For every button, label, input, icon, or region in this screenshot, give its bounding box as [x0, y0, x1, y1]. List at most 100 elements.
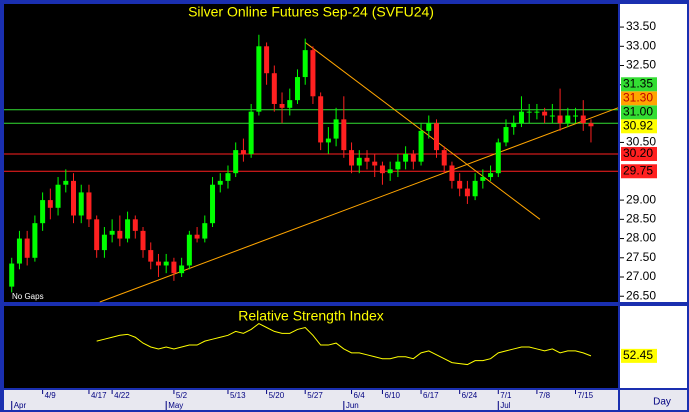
- candle-body: [233, 150, 239, 174]
- candle-body: [503, 127, 509, 143]
- candle-body: [210, 184, 216, 224]
- candle-body: [325, 138, 331, 143]
- candle-body: [287, 100, 293, 108]
- x-tick-label: 7/8: [539, 391, 551, 400]
- x-tick-label: 4/22: [114, 391, 130, 400]
- candle-body: [47, 200, 53, 208]
- candle-body: [101, 234, 107, 251]
- candle-body: [387, 169, 393, 174]
- candle-body: [117, 230, 123, 239]
- candle-body: [434, 123, 440, 151]
- x-tick-label: 5/2: [176, 391, 188, 400]
- candle-body: [125, 219, 131, 239]
- x-tick-label: 4/17: [91, 391, 107, 400]
- price-label: 30.92: [623, 118, 653, 132]
- candle-body: [542, 111, 548, 116]
- trendline: [99, 107, 619, 303]
- candle-body: [403, 153, 409, 162]
- candle-body: [426, 123, 432, 131]
- candle-body: [240, 150, 246, 154]
- candle-body: [71, 180, 77, 216]
- candle-body: [588, 123, 594, 127]
- month-label: Apr: [14, 401, 27, 410]
- candle-body: [109, 230, 115, 235]
- x-tick-label: 7/1: [500, 391, 512, 400]
- y-tick-label: 28.50: [626, 212, 656, 226]
- rsi-axis: [620, 306, 687, 388]
- candle-body: [55, 184, 61, 208]
- candle-body: [580, 115, 586, 124]
- x-tick-label: 6/24: [462, 391, 478, 400]
- candle-body: [217, 180, 223, 185]
- candle-body: [148, 250, 154, 262]
- candle-body: [264, 46, 270, 74]
- candle-body: [372, 161, 378, 166]
- candle-body: [9, 263, 15, 287]
- candle-body: [271, 73, 277, 104]
- candle-body: [248, 111, 254, 154]
- y-tick-label: 27.50: [626, 250, 656, 264]
- y-tick-label: 28.00: [626, 231, 656, 245]
- x-tick-label: 6/10: [384, 391, 400, 400]
- x-tick-label: 4/9: [45, 391, 57, 400]
- candle-body: [526, 111, 532, 113]
- price-label-box: [621, 146, 657, 161]
- candle-body: [565, 115, 571, 124]
- date-axis: [4, 390, 618, 410]
- candle-body: [356, 157, 362, 166]
- rsi-line: [96, 323, 592, 366]
- price-label: 31.35: [623, 76, 653, 90]
- candle-body: [86, 192, 92, 220]
- candle-body: [194, 234, 200, 239]
- x-tick-label: 6/4: [354, 391, 366, 400]
- price-label: 31.30: [623, 90, 653, 104]
- candle-body: [410, 153, 416, 162]
- rsi-title: Relative Strength Index: [238, 308, 384, 324]
- candle-body: [418, 130, 424, 162]
- candle-body: [441, 150, 447, 166]
- rsi-value-box: [621, 348, 657, 363]
- candle-body: [318, 96, 324, 143]
- month-label: May: [168, 401, 183, 410]
- candle-body: [140, 230, 146, 251]
- chart-title: Silver Online Futures Sep-24 (SVFU24): [188, 4, 434, 20]
- candle-body: [163, 261, 169, 266]
- price-label-box: [621, 119, 657, 134]
- candle-body: [349, 150, 355, 166]
- candle-body: [225, 173, 231, 181]
- candle-body: [16, 238, 22, 264]
- candle-body: [534, 111, 540, 113]
- candle-body: [94, 219, 100, 251]
- y-tick-label: 27.00: [626, 269, 656, 283]
- candle-body: [472, 180, 478, 197]
- candle-body: [202, 223, 208, 239]
- candle-body: [364, 157, 370, 162]
- candle-body: [40, 200, 46, 224]
- month-label: Jun: [346, 401, 359, 410]
- candle-body: [171, 261, 177, 274]
- price-label: 30.20: [623, 146, 653, 160]
- x-tick-label: 5/20: [269, 391, 285, 400]
- price-panel: [4, 4, 618, 302]
- y-tick-label: 26.50: [626, 288, 656, 302]
- period-box: [620, 390, 687, 410]
- x-tick-label: 6/17: [423, 391, 439, 400]
- candle-body: [557, 115, 563, 124]
- candle-body: [333, 119, 339, 139]
- x-tick-label: 5/27: [307, 391, 323, 400]
- candle-body: [32, 223, 38, 258]
- x-tick-label: 5/13: [230, 391, 246, 400]
- price-label-box: [621, 77, 657, 92]
- candle-body: [179, 265, 185, 274]
- candle-body: [395, 161, 401, 170]
- candle-body: [279, 103, 285, 108]
- candle-body: [132, 219, 138, 231]
- candle-body: [302, 50, 308, 78]
- candle-body: [155, 261, 161, 266]
- rsi-panel: [4, 306, 618, 388]
- candle-body: [480, 177, 486, 181]
- candle-body: [256, 46, 262, 112]
- candle-body: [457, 180, 463, 189]
- rsi-value-label: 52.45: [623, 348, 653, 362]
